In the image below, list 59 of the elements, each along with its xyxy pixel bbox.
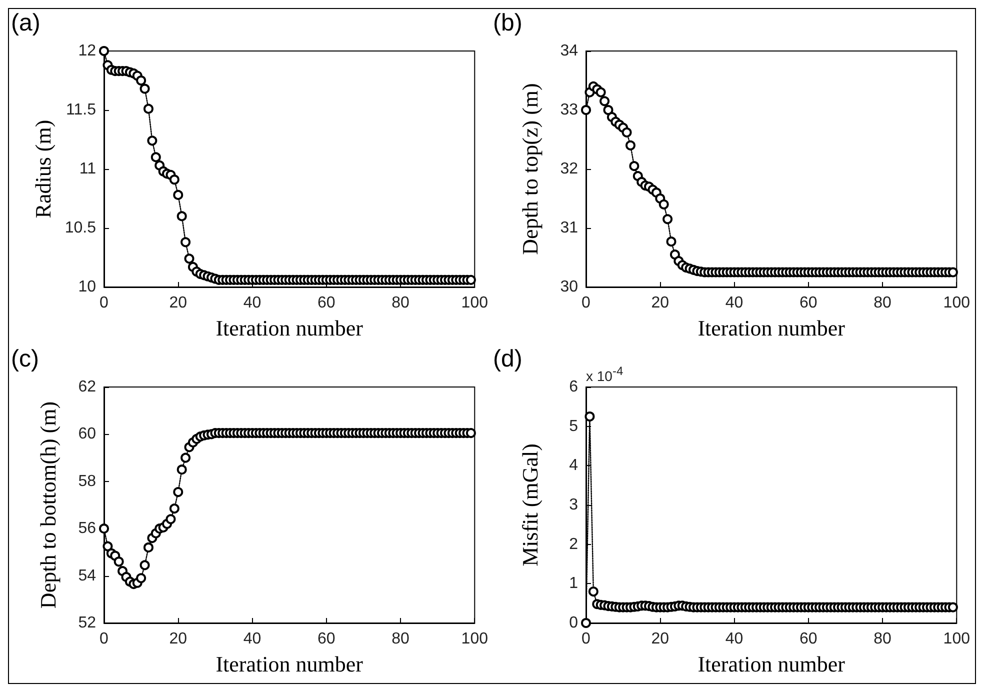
y-tick-label: 11.5 xyxy=(66,102,96,118)
y-tick-label: 58 xyxy=(78,472,96,490)
x-tick-label: 60 xyxy=(317,630,336,648)
y-axis-title: Depth to bottom(h) (m) xyxy=(36,401,60,609)
y-axis-title: Depth to top(z) (m) xyxy=(518,83,542,255)
x-tick-label: 20 xyxy=(651,294,670,312)
x-tick-label: 40 xyxy=(243,630,262,648)
x-tick-label: 40 xyxy=(725,630,744,648)
x-tick-label: 60 xyxy=(799,294,818,312)
y-tick-label: 10 xyxy=(78,278,96,296)
y-tick-label: 10.5 xyxy=(64,220,96,236)
x-tick-label: 20 xyxy=(169,630,188,648)
y-tick-label: 62 xyxy=(78,378,96,396)
x-tick-label: 0 xyxy=(100,630,109,648)
x-tick-label: 0 xyxy=(100,294,109,312)
y-tick-label: 52 xyxy=(78,614,96,632)
x-tick-label: 20 xyxy=(169,294,188,312)
x-tick-label: 80 xyxy=(874,294,892,312)
x-tick-label: 60 xyxy=(317,294,336,312)
y-tick-label: 31 xyxy=(560,220,578,236)
y-tick-label: 4 xyxy=(569,457,578,474)
y-axis-title: Radius (m) xyxy=(30,120,56,218)
y-tick-label: 2 xyxy=(569,536,578,553)
x-tick-label: 20 xyxy=(651,630,670,648)
x-axis-title: Iteration number xyxy=(216,316,364,340)
x-tick-label: 100 xyxy=(943,630,970,648)
text: (b) xyxy=(493,10,522,36)
x-tick-label: 40 xyxy=(243,294,262,312)
y-tick-label: 6 xyxy=(569,378,578,396)
y-tick-label: 3 xyxy=(569,496,578,514)
y-tick-label: 32 xyxy=(560,160,578,178)
text: (c) xyxy=(11,346,39,372)
x-tick-label: 100 xyxy=(461,630,488,648)
x-tick-label: 80 xyxy=(392,294,410,312)
y-axis-title: Misfit (mGal) xyxy=(518,444,542,566)
x-tick-label: 100 xyxy=(461,294,488,312)
y-tick-label: 5 xyxy=(569,418,578,435)
y-tick-label: 11 xyxy=(79,160,96,178)
text: (a) xyxy=(11,10,40,36)
x-tick-label: 0 xyxy=(582,630,591,648)
x-tick-label: 60 xyxy=(799,630,818,648)
y-tick-label: 54 xyxy=(78,567,96,584)
x-axis-title: Iteration number xyxy=(698,316,846,340)
text: (d) xyxy=(493,346,522,372)
x-axis-title: Iteration number xyxy=(698,652,846,676)
y-tick-label: 56 xyxy=(78,520,96,538)
x-tick-label: 40 xyxy=(725,294,744,312)
y-tick-label: 0 xyxy=(569,614,578,632)
x-tick-label: 80 xyxy=(874,630,892,648)
y-tick-label: 12 xyxy=(78,42,96,60)
x-tick-label: 0 xyxy=(582,294,591,312)
y-tick-label: 34 xyxy=(560,42,578,60)
y-tick-label: 30 xyxy=(560,278,578,296)
y-tick-label: 33 xyxy=(560,102,578,118)
x-tick-label: 80 xyxy=(392,630,410,648)
x-tick-label: 100 xyxy=(943,294,970,312)
y-tick-label: 1 xyxy=(569,575,578,592)
x-axis-title: Iteration number xyxy=(216,652,364,676)
y-tick-label: 60 xyxy=(78,426,96,443)
